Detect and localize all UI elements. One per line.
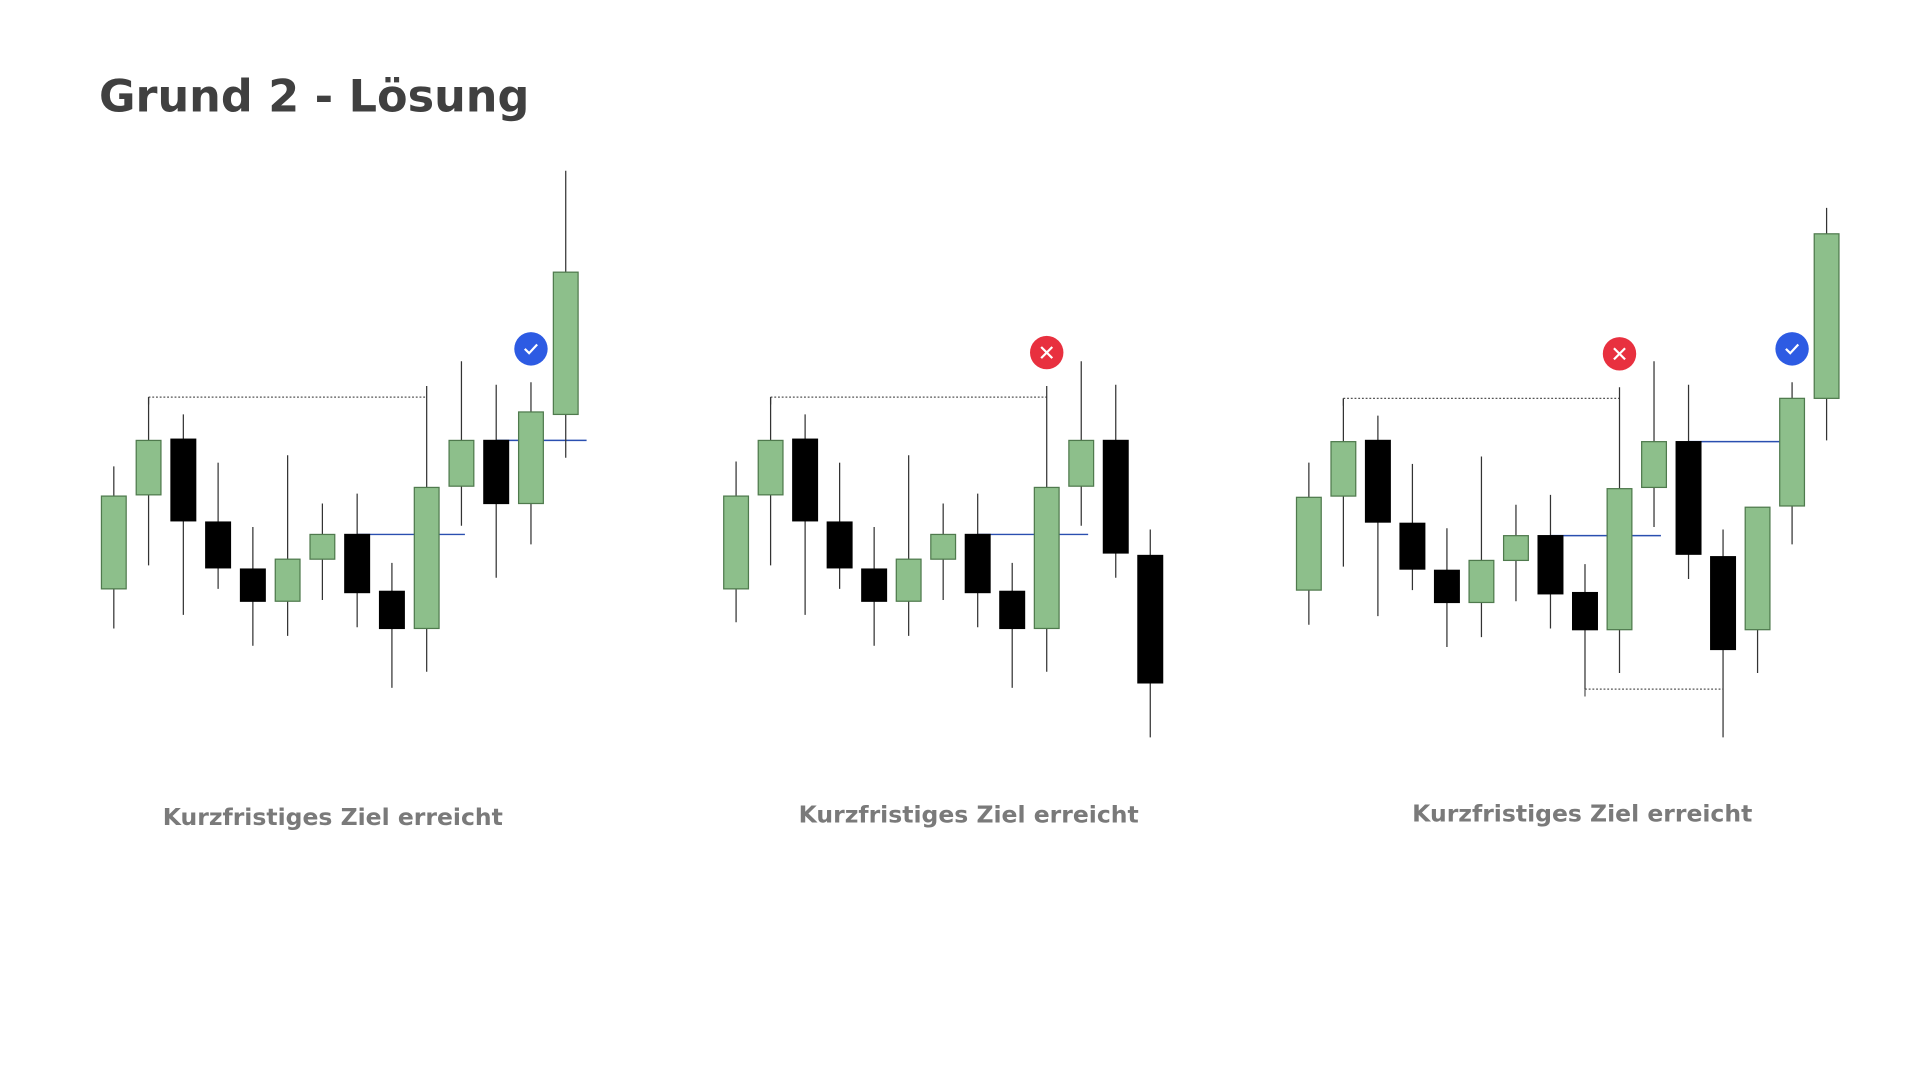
check-badge — [514, 332, 548, 366]
candle-body — [1330, 441, 1357, 497]
candle-body — [1537, 535, 1564, 595]
candle-body — [239, 568, 266, 602]
candle-body — [723, 495, 750, 590]
candle-body — [309, 533, 336, 560]
candle-body — [413, 486, 440, 630]
candle-body — [1710, 556, 1737, 651]
candle-body — [205, 521, 232, 569]
candlestick-chart: Kurzfristiges Ziel erreicht — [1295, 207, 1840, 827]
candle-body — [378, 590, 405, 630]
candle-body — [895, 558, 922, 602]
candle-body — [1606, 488, 1633, 631]
candle-body — [1813, 233, 1840, 399]
candle-body — [999, 590, 1026, 630]
candle-body — [1433, 569, 1460, 604]
check-icon — [1785, 343, 1800, 355]
candle-body — [1364, 439, 1391, 523]
candle-body — [1399, 522, 1426, 570]
chart-caption: Kurzfristiges Ziel erreicht — [799, 801, 1139, 829]
candle-body — [964, 533, 991, 594]
candle-body — [1779, 397, 1806, 507]
candle-body — [344, 533, 371, 594]
candlestick-chart: Kurzfristiges Ziel erreicht — [100, 170, 587, 831]
cross-icon — [1040, 346, 1054, 359]
slide-title: Grund 2 - Lösung — [99, 70, 529, 122]
check-badge — [1775, 332, 1809, 366]
candle-body — [826, 521, 853, 569]
candle-body — [1068, 439, 1095, 487]
candlestick-chart: Kurzfristiges Ziel erreicht — [723, 335, 1164, 829]
chart-caption: Kurzfristiges Ziel erreicht — [1412, 799, 1752, 827]
candle-body — [1744, 506, 1771, 631]
candle-body — [274, 558, 301, 602]
candle-body — [1468, 559, 1495, 604]
check-icon — [523, 343, 538, 355]
candle-body — [757, 439, 784, 496]
candle-body — [517, 411, 544, 505]
candle-body — [1571, 591, 1598, 631]
candle-body — [792, 438, 819, 522]
candle-body — [1137, 554, 1164, 684]
cross-icon — [1613, 347, 1626, 361]
candle-body — [170, 438, 197, 522]
candle-body — [552, 271, 579, 416]
candle-body — [861, 568, 888, 602]
candle-body — [1641, 441, 1668, 489]
candle-body — [1675, 441, 1702, 555]
candle-body — [930, 533, 957, 560]
candle-body — [1033, 486, 1060, 630]
candle-body — [448, 439, 475, 487]
candle-body — [1502, 535, 1529, 562]
candle-body — [100, 495, 127, 590]
candle-body — [1295, 496, 1322, 591]
chart-caption: Kurzfristiges Ziel erreicht — [163, 803, 503, 831]
candle-body — [483, 439, 510, 505]
candle-body — [1102, 439, 1129, 554]
candle-body — [135, 439, 162, 496]
